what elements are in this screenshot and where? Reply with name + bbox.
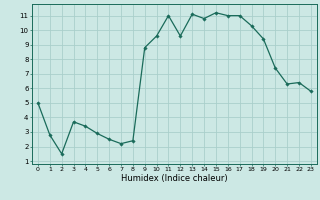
X-axis label: Humidex (Indice chaleur): Humidex (Indice chaleur) — [121, 174, 228, 183]
